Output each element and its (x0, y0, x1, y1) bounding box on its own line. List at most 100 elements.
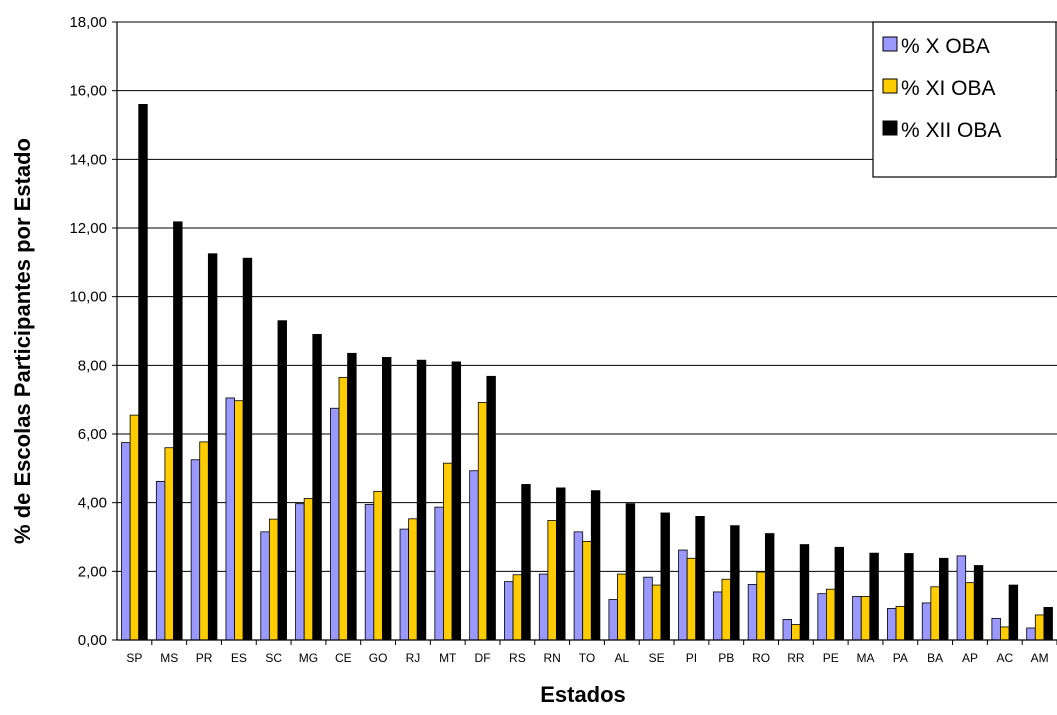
bar-al-series-1 (608, 599, 618, 641)
bar-ba-series-3 (939, 557, 949, 641)
y-tick-label: 0,00 (78, 632, 107, 649)
bar-rs-series-3 (521, 484, 531, 641)
bar-ro-series-1 (747, 583, 758, 641)
legend-label: % XII OBA (901, 119, 1001, 142)
bar-am-series-3 (1043, 606, 1053, 641)
legend-label: % XI OBA (901, 77, 996, 100)
x-tick-label: RJ (406, 651, 421, 665)
bar-pb-series-3 (730, 525, 740, 641)
x-tick-label: AP (962, 651, 978, 665)
legend-swatch (882, 36, 898, 52)
bar-pr-series-1 (190, 459, 201, 641)
bar-ce-series-3 (347, 352, 357, 641)
bar-ap-series-3 (973, 565, 984, 641)
y-tick-label: 12,00 (69, 220, 107, 237)
y-axis-title: % de Escolas Participantes por Estado (10, 138, 35, 544)
bar-mt-series-1 (434, 506, 444, 641)
bar-rj-series-1 (399, 528, 410, 641)
bar-rj-series-2 (408, 518, 418, 641)
bar-es-series-1 (225, 397, 235, 641)
bar-ba-series-1 (921, 602, 932, 641)
bar-ms-series-1 (155, 480, 166, 641)
bar-rr-series-3 (799, 544, 810, 641)
bar-ms-series-2 (164, 447, 174, 641)
bar-pe-series-3 (834, 546, 845, 641)
bar-pr-series-2 (199, 441, 209, 641)
y-tick-label: 8,00 (78, 357, 107, 374)
bar-pi-series-1 (678, 549, 688, 641)
bar-rj-series-3 (416, 359, 427, 641)
bar-rn-series-2 (547, 520, 557, 641)
x-tick-label: SP (126, 651, 142, 665)
bar-rn-series-1 (538, 573, 549, 641)
bar-pa-series-2 (895, 605, 906, 641)
x-tick-labels: SP MS PR ES SC MG CE GO RJ MT DF RS RN TO AL SE PI PB RO RR… (126, 651, 1048, 665)
bar-ce-series-1 (329, 407, 340, 641)
bar-go-series-1 (364, 503, 375, 641)
bar-pa-series-1 (887, 608, 897, 641)
bar-go-series-3 (382, 357, 392, 641)
x-tick-label: RO (752, 651, 770, 665)
bar-sc-series-1 (260, 531, 270, 641)
x-tick-label: DF (475, 651, 491, 665)
bar-df-series-1 (469, 470, 479, 641)
x-tick-label: PR (196, 651, 213, 665)
bar-ma-series-2 (860, 595, 871, 641)
legend: % X OBA % XI OBA % XII OBA (872, 21, 1057, 178)
y-tick-labels: 0,00 2,00 4,00 6,00 8,00 10,00 12,00 14,00 16,00… (69, 14, 107, 649)
bar-rr-series-2 (791, 624, 801, 641)
bar-se-series-2 (651, 584, 662, 641)
bar-sp-series-3 (138, 104, 148, 641)
bar-al-series-2 (617, 573, 627, 641)
bars (121, 104, 1053, 641)
bar-ma-series-1 (852, 595, 862, 641)
x-tick-label: MT (439, 651, 457, 665)
bar-ac-series-1 (991, 617, 1001, 641)
x-axis-title: Estados (540, 682, 626, 707)
bar-to-series-3 (590, 490, 601, 641)
x-tick-label: MS (160, 651, 178, 665)
x-tick-label: SE (649, 651, 665, 665)
x-tick-label: RN (544, 651, 561, 665)
bar-mg-series-3 (312, 334, 322, 641)
x-tick-label: RR (787, 651, 805, 665)
x-tick-label: PE (823, 651, 839, 665)
bar-go-series-2 (373, 490, 383, 641)
bar-ce-series-2 (338, 376, 348, 641)
x-tick-label: ES (231, 651, 247, 665)
x-tick-label: PA (893, 651, 908, 665)
bar-ma-series-3 (869, 552, 879, 641)
y-tick-label: 10,00 (69, 289, 107, 306)
bar-pr-series-3 (207, 253, 218, 641)
x-tick-label: PI (686, 651, 697, 665)
x-tick-label: PB (718, 651, 734, 665)
bar-sc-series-3 (277, 320, 287, 641)
y-tick-label: 2,00 (78, 563, 107, 580)
bar-pa-series-3 (904, 553, 914, 641)
x-tick-label: AC (996, 651, 1013, 665)
legend-swatch (882, 120, 898, 136)
bar-pe-series-2 (826, 588, 836, 641)
bar-ap-series-1 (956, 555, 967, 641)
bar-es-series-3 (242, 257, 253, 641)
bar-mt-series-2 (443, 462, 453, 641)
bar-am-series-2 (1034, 614, 1045, 641)
bar-pb-series-2 (721, 578, 731, 641)
bar-rr-series-1 (782, 619, 792, 641)
bar-ro-series-2 (756, 571, 766, 641)
y-tick-label: 6,00 (78, 426, 107, 443)
bar-df-series-3 (486, 375, 496, 641)
bar-se-series-3 (660, 512, 670, 641)
bar-rn-series-3 (556, 487, 566, 641)
bar-pi-series-3 (695, 516, 705, 641)
y-tick-label: 18,00 (69, 14, 107, 31)
x-tick-label: MG (299, 651, 318, 665)
bar-df-series-2 (477, 402, 488, 641)
x-tick-label: TO (579, 651, 595, 665)
bar-sp-series-1 (121, 442, 131, 641)
legend-box (872, 21, 1057, 178)
bar-es-series-2 (234, 400, 244, 641)
y-tick-label: 14,00 (69, 151, 107, 168)
axes (112, 21, 1057, 645)
